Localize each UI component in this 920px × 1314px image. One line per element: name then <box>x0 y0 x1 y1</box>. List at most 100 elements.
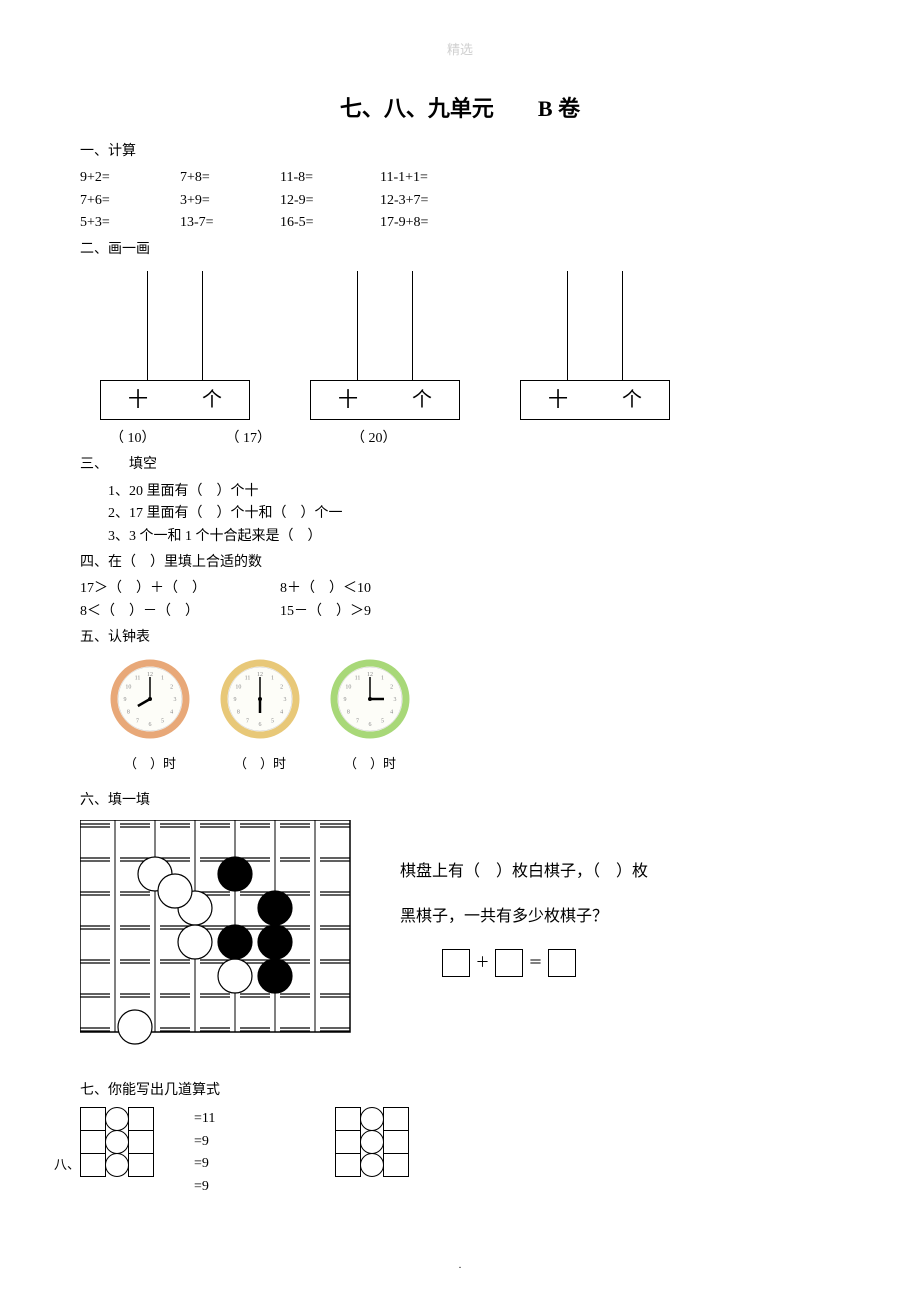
fill-q3: 3、3 个一和 1 个十合起来是（ ） <box>108 526 840 548</box>
shape-stack-1 <box>80 1108 154 1177</box>
abacus-3: 十 个 <box>520 271 670 420</box>
calc-cell: 9+2= <box>80 167 180 189</box>
calc-cell: 12-9= <box>280 190 380 212</box>
section-7-row: 八、 =11 =9 =9 =9 <box>80 1108 840 1198</box>
section-1-head: 一、计算 <box>80 141 840 163</box>
svg-text:6: 6 <box>369 722 372 728</box>
svg-text:3: 3 <box>174 697 177 703</box>
equation-list: =11 =9 =9 =9 <box>194 1108 215 1198</box>
answer-box <box>442 949 470 977</box>
svg-text:5: 5 <box>271 719 274 725</box>
plus-sign: ＋ <box>476 956 490 971</box>
svg-text:7: 7 <box>356 719 359 725</box>
shape-stack-2 <box>335 1108 409 1177</box>
svg-text:10: 10 <box>345 685 351 691</box>
calc-cell: 5+3= <box>80 212 180 234</box>
ineq-1b: 8＋（ ）＜10 <box>280 578 371 600</box>
svg-text:8: 8 <box>237 710 240 716</box>
page-title: 七、八、九单元 B 卷 <box>80 91 840 126</box>
svg-text:11: 11 <box>135 676 141 682</box>
abacus-labels: （ 10） （ 17） （ 20） <box>110 428 840 450</box>
svg-text:9: 9 <box>124 697 127 703</box>
svg-text:10: 10 <box>125 685 131 691</box>
calc-cell: 13-7= <box>180 212 280 234</box>
section-3-head: 三、 填空 <box>80 454 840 476</box>
board-question-line2: 黑棋子，一共有多少枚棋子？ <box>400 895 648 940</box>
eq-9: =9 <box>194 1176 215 1198</box>
calc-cell: 7+6= <box>80 190 180 212</box>
footer: . <box>80 1258 840 1274</box>
clock-label: （ ）时 <box>110 754 190 775</box>
board-equation: ＋ ＝ <box>440 944 648 983</box>
fill-q1: 1、20 里面有（ ）个十 <box>108 481 840 503</box>
abacus-2: 十 个 <box>310 271 460 420</box>
clock-icon: 123456789101112 <box>330 659 410 739</box>
svg-text:4: 4 <box>170 710 173 716</box>
svg-text:1: 1 <box>381 676 384 682</box>
abacus-left-char: 十 <box>311 381 385 419</box>
svg-text:8: 8 <box>127 710 130 716</box>
calc-cell: 11-1+1= <box>380 167 500 189</box>
abacus-label-3: （ 20） <box>351 428 397 450</box>
abacus-row: 十 个 十 个 十 个 <box>100 271 840 420</box>
svg-text:5: 5 <box>381 719 384 725</box>
svg-text:9: 9 <box>344 697 347 703</box>
abacus-right-char: 个 <box>385 381 459 419</box>
abacus-label-2: （ 17） <box>226 428 272 450</box>
svg-text:8: 8 <box>347 710 350 716</box>
svg-text:7: 7 <box>246 719 249 725</box>
answer-box <box>548 949 576 977</box>
section-2-head: 二、画一画 <box>80 239 840 261</box>
svg-text:6: 6 <box>259 722 262 728</box>
calc-cell: 7+8= <box>180 167 280 189</box>
svg-text:1: 1 <box>161 676 164 682</box>
clock-2: 123456789101112 （ ）时 <box>220 659 300 774</box>
svg-text:11: 11 <box>245 676 251 682</box>
svg-text:1: 1 <box>271 676 274 682</box>
board-question-line2-text: 黑棋子，一共有多少枚棋子？ <box>400 908 608 925</box>
calc-cell: 12-3+7= <box>380 190 500 212</box>
watermark: 精选 <box>80 40 840 61</box>
svg-text:3: 3 <box>394 697 397 703</box>
ineq-row-2: 8＜（ ）－（ ） 15－（ ）＞9 <box>80 601 840 623</box>
calc-cell: 17-9+8= <box>380 212 500 234</box>
section-6-head: 六、填一填 <box>80 790 840 812</box>
section-6-row: 棋盘上有（ ）枚白棋子，（ ）枚 黑棋子，一共有多少枚棋子？ ＋ ＝ <box>80 820 840 1060</box>
svg-text:5: 5 <box>161 719 164 725</box>
board-question-line1: 棋盘上有（ ）枚白棋子，（ ）枚 <box>400 850 648 895</box>
abacus-right-char: 个 <box>175 381 249 419</box>
clock-3: 123456789101112 （ ）时 <box>330 659 410 774</box>
eq-9: =9 <box>194 1131 215 1153</box>
svg-text:4: 4 <box>390 710 393 716</box>
calc-cell: 16-5= <box>280 212 380 234</box>
abacus-label-1: （ 10） <box>110 428 156 450</box>
svg-text:6: 6 <box>149 722 152 728</box>
equals-sign: ＝ <box>529 956 543 971</box>
abacus-left-char: 十 <box>101 381 175 419</box>
clock-row: 123456789101112 （ ）时 123456789101112 （ ）… <box>110 659 840 774</box>
section-4-head: 四、在（ ）里填上合适的数 <box>80 552 840 574</box>
clock-1: 123456789101112 （ ）时 <box>110 659 190 774</box>
svg-text:10: 10 <box>235 685 241 691</box>
clock-icon: 123456789101112 <box>220 659 300 739</box>
ineq-1a: 17＞（ ）＋（ ） <box>80 578 280 600</box>
ineq-2b: 15－（ ）＞9 <box>280 601 371 623</box>
svg-text:9: 9 <box>234 697 237 703</box>
abacus-1: 十 个 <box>100 271 250 420</box>
svg-text:2: 2 <box>390 685 393 691</box>
eq-11: =11 <box>194 1108 215 1130</box>
abacus-right-char: 个 <box>595 381 669 419</box>
fill-q2: 2、17 里面有（ ）个十和（ ）个一 <box>108 503 840 525</box>
section-5-head: 五、认钟表 <box>80 627 840 649</box>
ineq-row-1: 17＞（ ）＋（ ） 8＋（ ）＜10 <box>80 578 840 600</box>
section-8-head: 八、 <box>54 1155 80 1176</box>
clock-label: （ ）时 <box>330 754 410 775</box>
section-7-head: 七、你能写出几道算式 <box>80 1080 840 1102</box>
calc-row-3: 5+3= 13-7= 16-5= 17-9+8= <box>80 212 840 234</box>
answer-box <box>495 949 523 977</box>
calc-row-2: 7+6= 3+9= 12-9= 12-3+7= <box>80 190 840 212</box>
calc-cell: 3+9= <box>180 190 280 212</box>
eq-9: =9 <box>194 1153 215 1175</box>
svg-text:11: 11 <box>355 676 361 682</box>
svg-text:2: 2 <box>170 685 173 691</box>
